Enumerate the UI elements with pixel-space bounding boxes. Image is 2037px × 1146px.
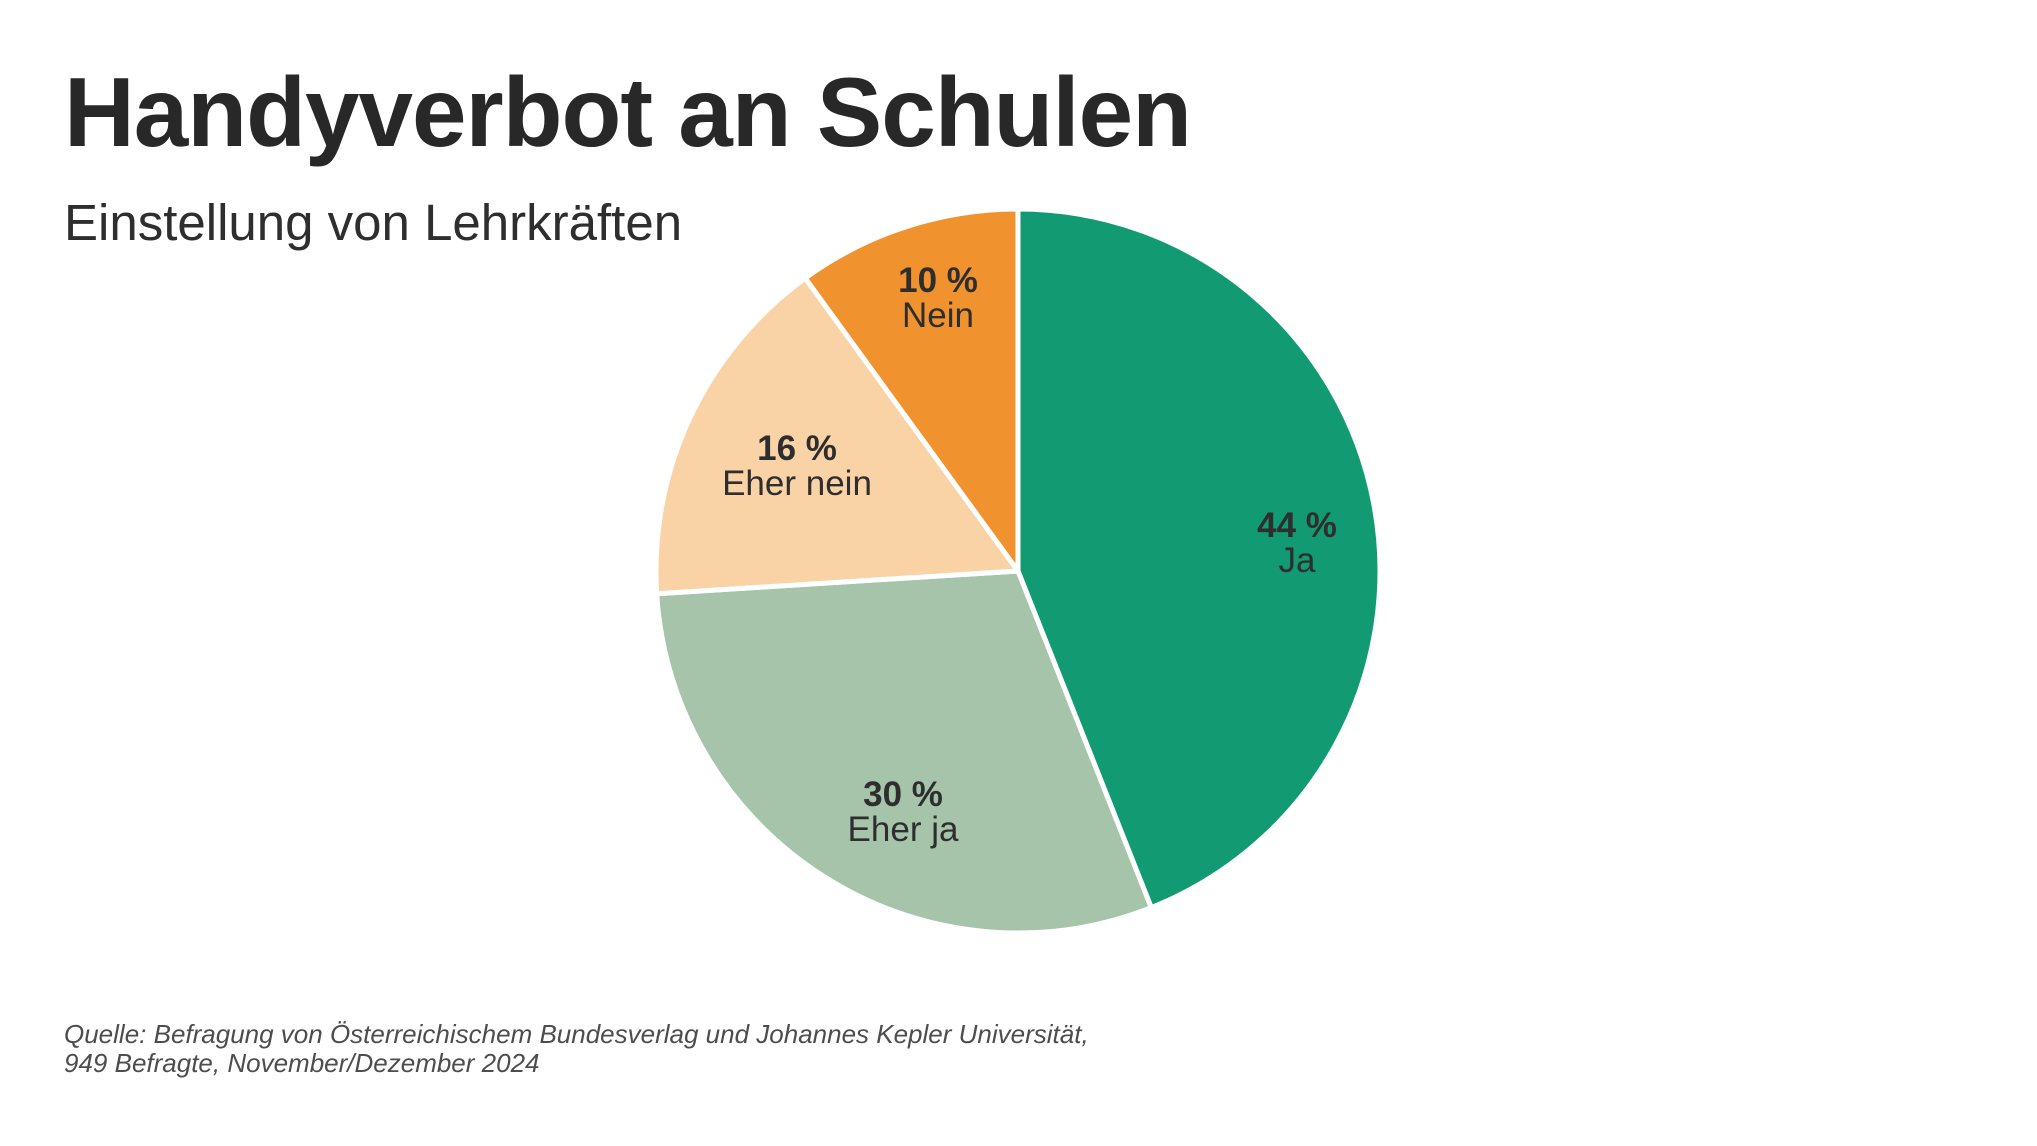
slice-percent: 16 % [757,429,837,468]
slice-percent: 30 % [863,775,943,814]
slice-name: Eher nein [722,464,872,503]
pie-slice-eher-nein [653,275,1021,597]
source-line-1: Quelle: Befragung von Österreichischem B… [64,1019,1089,1049]
slice-label-ja: 44 % Ja [1257,508,1337,578]
slice-label-eher-ja: 30 % Eher ja [848,777,959,847]
pie-slice-eher-ja [654,568,1154,936]
slice-name: Eher ja [847,810,959,849]
source-note: Quelle: Befragung von Österreichischem B… [64,1020,1089,1078]
chart-title: Handyverbot an Schulen [64,57,1192,167]
pie-slice-ja [1015,206,1383,911]
slice-label-eher-nein: 16 % Eher nein [722,431,872,501]
slice-name: Nein [902,296,974,335]
slice-percent: 44 % [1257,506,1337,545]
slice-label-nein: 10 % Nein [898,263,978,333]
source-line-2: 949 Befragte, November/Dezember 2024 [64,1048,540,1078]
chart-subtitle: Einstellung von Lehrkräften [64,194,683,251]
pie-slice-nein [802,206,1021,574]
slice-name: Ja [1278,541,1316,580]
slice-percent: 10 % [898,261,978,300]
